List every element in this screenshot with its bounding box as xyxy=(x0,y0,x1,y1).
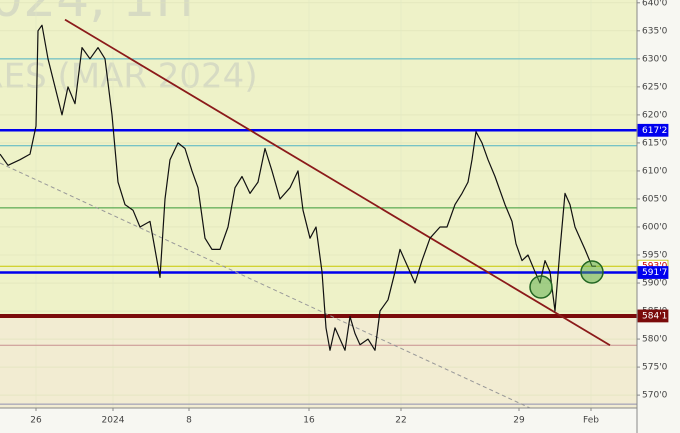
trend-line xyxy=(64,18,611,347)
y-tick-label: 640'0 xyxy=(642,0,668,8)
level-box xyxy=(637,309,669,323)
y-tick-label: 600'0 xyxy=(642,222,668,232)
y-tick-label: 620'0 xyxy=(642,110,668,120)
y-tick-label: 610'0 xyxy=(642,166,668,176)
watermark-text: RES (MAR 2024) xyxy=(0,57,258,97)
x-tick-label: 2024 xyxy=(102,416,125,426)
x-tick-label: 8 xyxy=(186,416,192,426)
level-label: 617'2 xyxy=(642,126,667,136)
y-tick-label: 570'0 xyxy=(642,391,668,401)
x-tick-label: 26 xyxy=(30,416,42,426)
x-tick-label: 16 xyxy=(303,416,315,426)
y-tick-label: 625'0 xyxy=(642,82,668,92)
x-tick-label: Feb xyxy=(583,416,599,426)
y-tick-label: 630'0 xyxy=(642,54,668,64)
y-tick-label: 590'0 xyxy=(642,279,668,289)
y-tick-label: 615'0 xyxy=(642,138,668,148)
x-tick-label: 29 xyxy=(513,416,525,426)
plot-background xyxy=(0,0,637,316)
y-tick-label: 635'0 xyxy=(642,26,668,36)
y-tick-label: 575'0 xyxy=(642,363,668,373)
level-label: 584'1 xyxy=(642,311,667,321)
y-tick-label: 595'0 xyxy=(642,251,668,261)
highlight-circle xyxy=(529,275,553,299)
y-tick-label: 605'0 xyxy=(642,194,668,204)
trend-line xyxy=(0,162,531,409)
plot-background-low xyxy=(0,316,637,408)
watermark: 024, 1H RES (MAR 2024) xyxy=(0,0,258,97)
x-axis-area xyxy=(0,408,637,433)
level-box xyxy=(637,266,669,279)
level-box xyxy=(637,123,669,137)
highlight-circle xyxy=(580,260,604,284)
price-line xyxy=(0,24,596,351)
y-axis-area xyxy=(637,0,680,433)
x-tick-label: 22 xyxy=(395,416,406,426)
y-tick-label: 580'0 xyxy=(642,335,668,345)
watermark-text: 024, 1H xyxy=(0,0,195,29)
level-label: 591'7 xyxy=(642,268,667,278)
